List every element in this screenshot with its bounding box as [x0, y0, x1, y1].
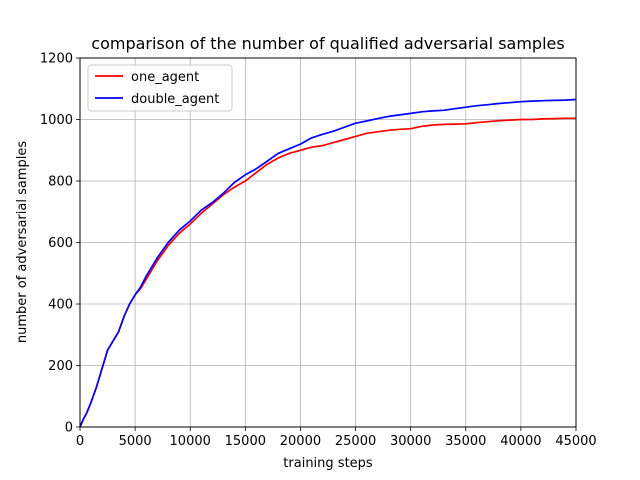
legend: one_agent double_agent [87, 64, 233, 112]
series-line-one-agent [79, 117, 576, 428]
x-tick-label: 5000 [119, 434, 152, 449]
x-tick-label: 25000 [335, 434, 376, 449]
y-tick-label: 0 [65, 421, 73, 436]
y-axis-ticks: 0 200 400 600 800 1000 1200 [40, 52, 80, 436]
x-tick-label: 10000 [170, 434, 211, 449]
x-tick-label: 20000 [280, 434, 321, 449]
y-tick-label: 400 [48, 298, 73, 313]
x-axis-ticks: 0 5000 10000 15000 20000 25000 30000 35000 40000… [76, 427, 597, 449]
legend-box [87, 64, 233, 112]
legend-label-double-agent: double_agent [131, 92, 219, 107]
y-tick-label: 800 [48, 175, 73, 190]
x-tick-label: 30000 [390, 434, 431, 449]
x-tick-label: 45000 [555, 434, 596, 449]
y-tick-label: 1200 [40, 52, 73, 67]
y-tick-label: 600 [48, 236, 73, 251]
series-layer [79, 98, 577, 428]
x-tick-label: 15000 [225, 434, 266, 449]
chart-title: comparison of the number of qualified ad… [91, 34, 564, 53]
y-tick-label: 200 [48, 359, 73, 374]
y-tick-label: 1000 [40, 113, 73, 128]
legend-label-one-agent: one_agent [131, 70, 199, 85]
x-axis-label: training steps [283, 456, 373, 471]
series-line-double-agent [79, 98, 577, 428]
grid-lines [79, 57, 577, 428]
x-tick-label: 35000 [445, 434, 486, 449]
y-axis-label: number of adversarial samples [15, 141, 30, 343]
x-tick-label: 0 [76, 434, 84, 449]
x-tick-label: 40000 [500, 434, 541, 449]
